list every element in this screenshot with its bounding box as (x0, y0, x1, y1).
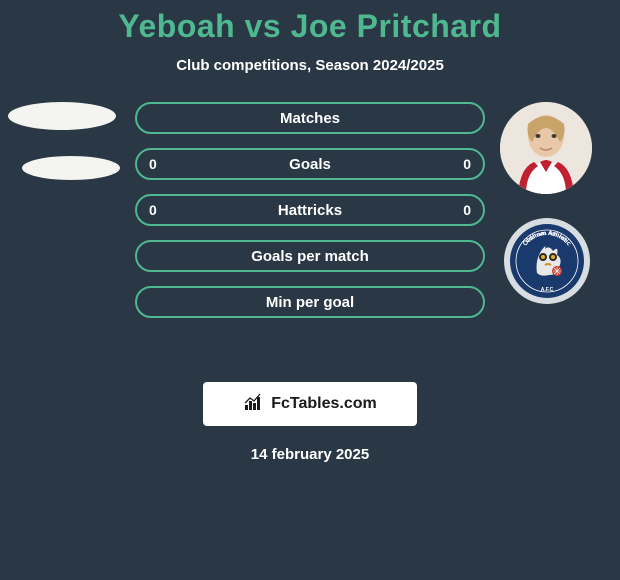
stat-row-goals-per-match: Goals per match (135, 240, 485, 272)
stat-bars: Matches 0 Goals 0 0 Hattricks 0 Goals pe… (135, 102, 485, 318)
stat-row-min-per-goal: Min per goal (135, 286, 485, 318)
stat-row-matches: Matches (135, 102, 485, 134)
stat-label: Goals per match (251, 248, 369, 265)
stat-value-left: 0 (149, 156, 157, 172)
stat-value-right: 0 (463, 202, 471, 218)
svg-text:A.F.C: A.F.C (541, 287, 554, 293)
avatar-placeholder (8, 102, 116, 130)
stat-label: Hattricks (278, 202, 342, 219)
comparison-card: Yeboah vs Joe Pritchard Club competition… (0, 0, 620, 463)
page-title: Yeboah vs Joe Pritchard (0, 8, 620, 45)
stat-value-right: 0 (463, 156, 471, 172)
source-logo: FcTables.com (203, 382, 417, 426)
stat-row-goals: 0 Goals 0 (135, 148, 485, 180)
date-label: 14 february 2025 (0, 446, 620, 463)
stat-label: Min per goal (266, 294, 354, 311)
subtitle: Club competitions, Season 2024/2025 (0, 57, 620, 74)
badge-placeholder (22, 156, 120, 180)
right-player-column: Oldham Athletic Oldham Athletic A.F.C (492, 102, 612, 304)
club-badge: Oldham Athletic Oldham Athletic A.F.C (504, 218, 590, 304)
stat-label: Goals (289, 156, 331, 173)
logo-text: FcTables.com (271, 395, 377, 413)
chart-icon (243, 393, 265, 416)
stat-value-left: 0 (149, 202, 157, 218)
stat-row-hattricks: 0 Hattricks 0 (135, 194, 485, 226)
stat-label: Matches (280, 110, 340, 127)
stats-area: Oldham Athletic Oldham Athletic A.F.C (0, 102, 620, 362)
player-avatar (500, 102, 592, 194)
left-player-column (8, 102, 128, 206)
